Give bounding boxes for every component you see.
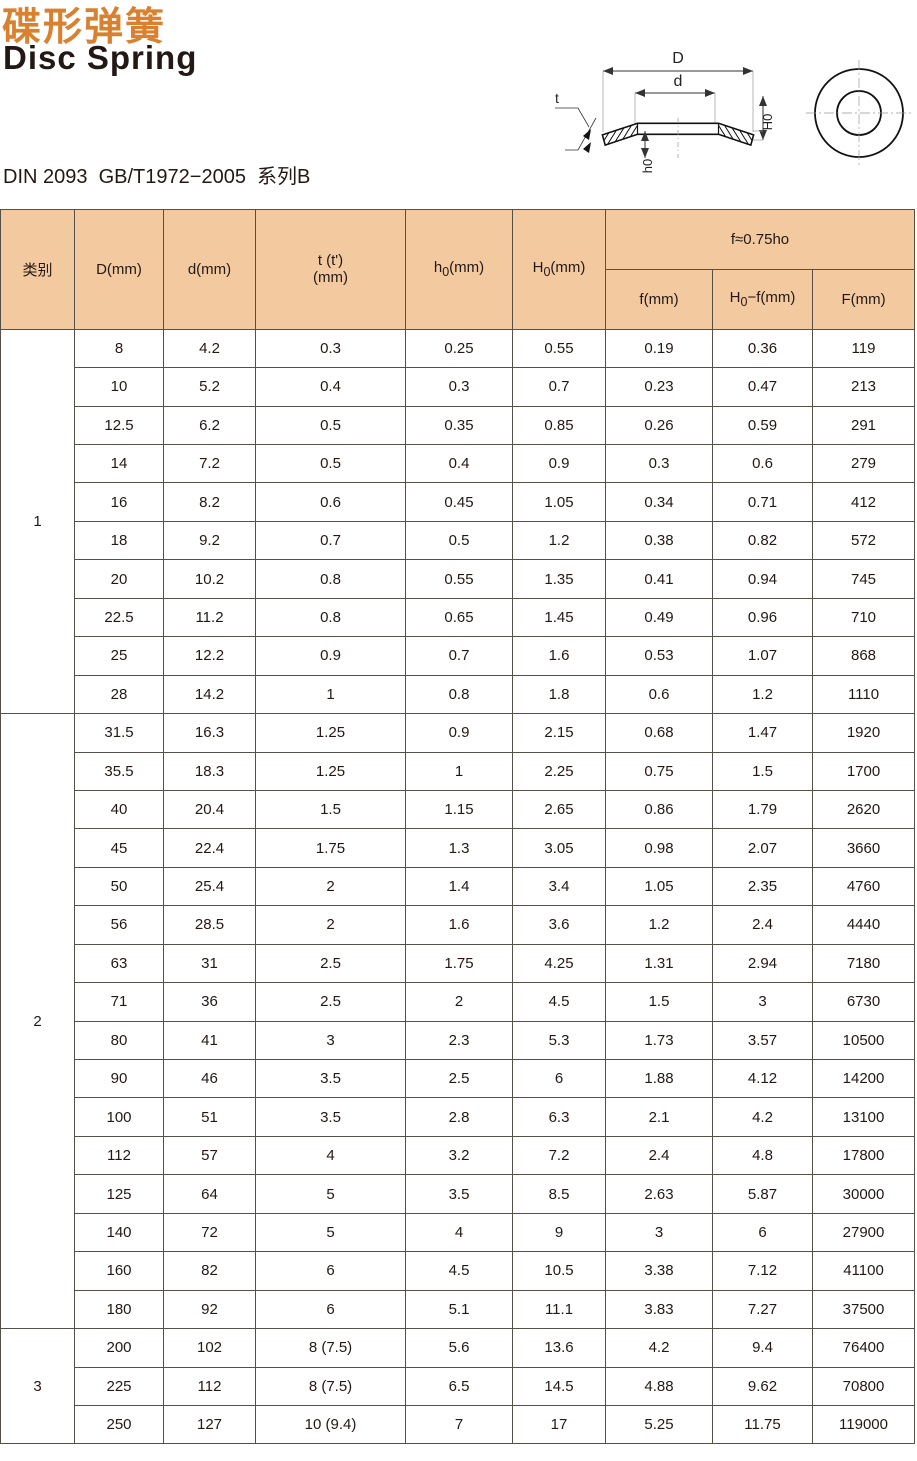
svg-text:t: t: [555, 90, 559, 106]
svg-text:D: D: [672, 50, 684, 67]
svg-text:h0: h0: [640, 159, 655, 173]
svg-text:H0: H0: [760, 114, 775, 131]
svg-text:d: d: [674, 73, 683, 90]
